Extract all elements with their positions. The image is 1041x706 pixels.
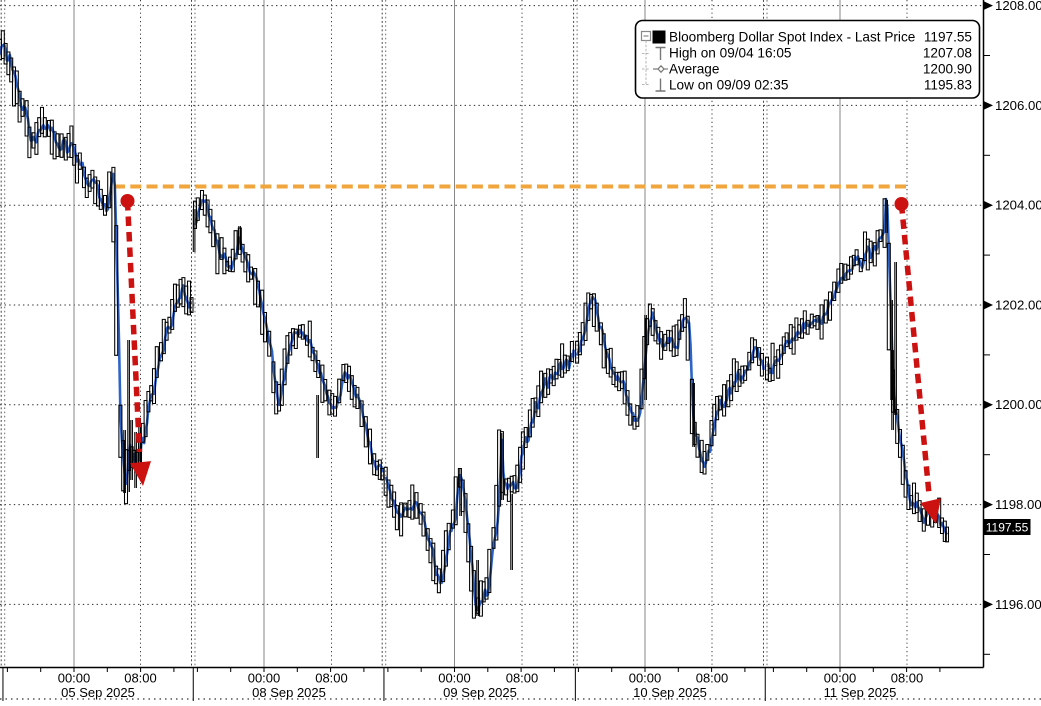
svg-text:High on 09/04 16:05: High on 09/04 16:05 xyxy=(669,46,791,61)
svg-text:1198.00: 1198.00 xyxy=(995,497,1041,512)
svg-text:09 Sep 2025: 09 Sep 2025 xyxy=(443,685,517,700)
svg-text:08:00: 08:00 xyxy=(315,671,348,686)
svg-text:00:00: 00:00 xyxy=(58,671,91,686)
svg-text:Average: Average xyxy=(669,62,719,77)
svg-text:1200.00: 1200.00 xyxy=(995,397,1041,412)
svg-text:00:00: 00:00 xyxy=(248,671,281,686)
svg-text:08:00: 08:00 xyxy=(891,671,924,686)
svg-text:08:00: 08:00 xyxy=(506,671,539,686)
svg-text:1195.83: 1195.83 xyxy=(924,78,972,93)
svg-text:05 Sep 2025: 05 Sep 2025 xyxy=(61,685,135,700)
svg-text:1197.55: 1197.55 xyxy=(986,521,1029,535)
svg-text:08:00: 08:00 xyxy=(696,671,729,686)
svg-text:00:00: 00:00 xyxy=(824,671,857,686)
svg-text:1207.08: 1207.08 xyxy=(923,46,972,61)
svg-text:1202.00: 1202.00 xyxy=(995,297,1041,312)
svg-text:08:00: 08:00 xyxy=(124,671,157,686)
svg-text:10 Sep 2025: 10 Sep 2025 xyxy=(633,685,707,700)
svg-text:1204.00: 1204.00 xyxy=(995,198,1041,213)
svg-text:00:00: 00:00 xyxy=(629,671,662,686)
svg-text:1208.00: 1208.00 xyxy=(995,0,1041,13)
svg-text:1200.90: 1200.90 xyxy=(923,62,973,77)
svg-text:00:00: 00:00 xyxy=(438,671,471,686)
svg-text:08 Sep 2025: 08 Sep 2025 xyxy=(252,685,326,700)
svg-text:1206.00: 1206.00 xyxy=(995,98,1041,113)
svg-text:Bloomberg Dollar Spot Index -: Bloomberg Dollar Spot Index - Last Price xyxy=(669,30,915,45)
svg-text:1197.55: 1197.55 xyxy=(924,30,972,45)
svg-text:Low on 09/09 02:35: Low on 09/09 02:35 xyxy=(669,78,788,93)
svg-text:1196.00: 1196.00 xyxy=(995,597,1041,612)
svg-text:11 Sep 2025: 11 Sep 2025 xyxy=(824,685,897,700)
